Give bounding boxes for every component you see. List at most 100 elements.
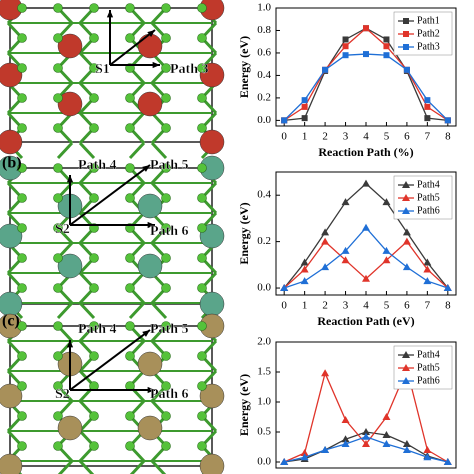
small-atom	[17, 33, 27, 43]
small-atom	[161, 441, 171, 451]
marker	[443, 458, 452, 465]
marker	[383, 43, 390, 50]
large-atom	[0, 129, 23, 155]
y-tick-label: 0.6	[257, 46, 271, 58]
x-axis-label: Reaction Path (%)	[318, 145, 413, 159]
small-atom	[161, 163, 171, 173]
marker	[402, 440, 411, 447]
legend-marker	[402, 181, 410, 188]
small-atom	[161, 381, 171, 391]
small-atom	[197, 321, 207, 331]
marker	[342, 43, 349, 50]
small-atom	[53, 381, 63, 391]
small-atom	[89, 3, 99, 13]
marker	[423, 277, 432, 285]
legend-marker	[403, 31, 409, 37]
marker	[382, 256, 391, 264]
marker	[362, 274, 370, 282]
arrow	[69, 329, 151, 391]
large-atom	[137, 415, 163, 441]
y-tick-label: 0.0	[257, 282, 271, 294]
small-atom	[197, 381, 207, 391]
small-atom	[197, 351, 207, 361]
small-atom	[197, 253, 207, 263]
structure-label: Path 4	[78, 322, 117, 337]
y-tick-label: 0.0	[257, 456, 271, 468]
small-atom	[197, 3, 207, 13]
y-tick-label: 0.8	[257, 24, 271, 36]
small-atom	[17, 351, 27, 361]
marker	[424, 97, 431, 104]
marker	[362, 223, 370, 231]
marker	[402, 237, 411, 245]
arrow-head	[66, 340, 74, 348]
small-atom	[53, 193, 63, 203]
x-tick-label: 0	[281, 131, 287, 143]
bond	[56, 141, 74, 160]
large-atom	[199, 291, 225, 317]
small-atom	[89, 123, 99, 133]
small-atom	[197, 33, 207, 43]
y-axis-label: Energy (eV)	[237, 374, 251, 436]
small-atom	[89, 163, 99, 173]
arrow-head	[147, 386, 155, 394]
small-atom	[197, 163, 207, 173]
marker	[341, 416, 350, 423]
bond	[150, 141, 168, 160]
x-tick-label: 1	[302, 300, 308, 312]
x-tick-label: 5	[384, 300, 390, 312]
y-tick-label: 0.2	[257, 235, 271, 247]
x-tick-label: 6	[404, 300, 410, 312]
legend-label: Path4	[417, 349, 440, 360]
small-atom	[17, 93, 27, 103]
arrow	[109, 29, 156, 66]
small-atom	[125, 321, 135, 331]
y-tick-label: 1.5	[257, 366, 271, 378]
marker	[321, 369, 330, 377]
small-atom	[53, 3, 63, 13]
structure-label: S2	[55, 387, 70, 402]
y-tick-label: 1.0	[257, 396, 271, 408]
arrow-head	[147, 30, 155, 37]
marker	[362, 428, 370, 435]
marker	[362, 432, 370, 440]
marker	[443, 284, 452, 292]
small-atom	[197, 63, 207, 73]
small-atom	[17, 63, 27, 73]
marker	[402, 263, 411, 271]
x-tick-label: 0	[281, 300, 287, 312]
small-atom	[125, 253, 135, 263]
small-atom	[161, 93, 171, 103]
bond	[128, 301, 146, 320]
legend-marker	[402, 364, 410, 371]
x-tick-label: 8	[445, 300, 451, 312]
small-atom	[197, 283, 207, 293]
small-atom	[125, 411, 135, 421]
marker	[402, 228, 411, 236]
marker	[424, 115, 431, 122]
small-atom	[161, 283, 171, 293]
marker	[363, 51, 369, 58]
marker	[321, 228, 330, 236]
small-atom	[161, 193, 171, 203]
small-atom	[161, 63, 171, 73]
small-atom	[89, 93, 99, 103]
marker	[383, 36, 390, 43]
marker	[444, 117, 451, 124]
small-atom	[197, 93, 207, 103]
structure-label: S2	[55, 222, 70, 237]
small-atom	[17, 3, 27, 13]
large-atom	[137, 91, 163, 117]
small-atom	[89, 33, 99, 43]
x-tick-label: 2	[322, 300, 328, 312]
small-atom	[161, 411, 171, 421]
y-tick-label: 0.2	[257, 91, 271, 103]
small-atom	[161, 123, 171, 133]
y-tick-label: 0.0	[257, 114, 271, 126]
small-atom	[125, 33, 135, 43]
structure-label: Path 4	[78, 158, 117, 173]
x-tick-label: 1	[302, 131, 308, 143]
large-atom	[199, 129, 225, 155]
panel-label: (b)	[2, 155, 22, 172]
small-atom	[161, 253, 171, 263]
